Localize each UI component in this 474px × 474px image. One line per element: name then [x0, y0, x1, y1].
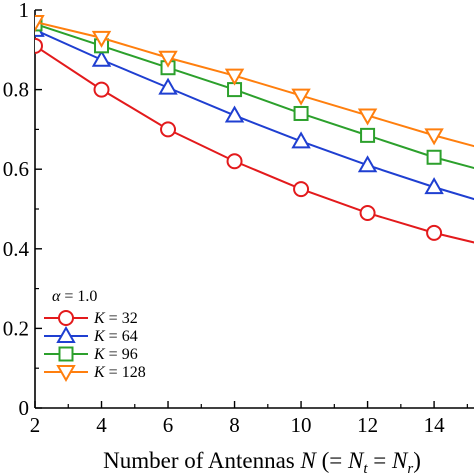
data-point	[93, 81, 110, 98]
data-point	[158, 50, 178, 68]
x-tick-label: 2	[30, 413, 41, 437]
legend: α = 1.0 K = 32K = 64K = 96K = 128	[44, 288, 146, 383]
tick-labels: 2 4 6 8 10 12 14 0 0.2 0.4 0.6 0.8 1	[3, 0, 445, 437]
data-point	[293, 105, 309, 121]
x-tick-label: 10	[291, 413, 312, 437]
legend-item: K = 32	[44, 310, 138, 327]
y-tick-label: 1	[19, 0, 30, 22]
data-point	[224, 68, 245, 86]
data-point	[424, 128, 444, 146]
series-line	[35, 22, 474, 170]
y-tick-label: 0.8	[3, 78, 29, 102]
y-tick-label: 0.2	[3, 316, 29, 340]
legend-marker	[58, 346, 74, 362]
legend-item: K = 96	[44, 346, 138, 363]
series-group	[35, 14, 474, 244]
y-tick-label: 0	[19, 396, 30, 420]
series-1	[35, 37, 474, 244]
data-point	[91, 49, 112, 67]
legend-item: K = 128	[44, 364, 146, 383]
legend-label: K = 128	[93, 364, 146, 381]
x-tick-label: 14	[424, 413, 446, 437]
data-point	[293, 181, 310, 198]
y-tick-label: 0.4	[3, 237, 30, 261]
data-point	[424, 177, 444, 195]
data-point	[357, 108, 378, 126]
y-tick-label: 0.6	[3, 157, 29, 181]
axes	[34, 9, 474, 409]
series-4	[35, 14, 474, 148]
data-point	[35, 14, 45, 32]
legend-label: K = 96	[93, 346, 138, 363]
data-point	[35, 37, 43, 54]
x-tick-label: 6	[163, 413, 174, 437]
legend-label: K = 64	[93, 328, 138, 345]
legend-item: K = 64	[44, 325, 138, 345]
data-point	[426, 224, 443, 241]
legend-marker	[56, 325, 76, 343]
data-point	[160, 121, 177, 138]
legend-marker	[58, 310, 74, 326]
legend-label: K = 32	[93, 310, 138, 327]
x-axis-title: Number of Antennas N (= Nt = Nr)	[103, 448, 421, 474]
x-tick-label: 4	[96, 413, 107, 437]
data-point	[224, 105, 245, 123]
series-3	[35, 16, 474, 170]
data-point	[426, 149, 442, 165]
x-tick-label: 8	[229, 413, 240, 437]
series-line	[35, 28, 474, 201]
series-line	[35, 20, 474, 148]
data-point	[357, 155, 378, 173]
data-point	[360, 127, 376, 143]
data-point	[226, 153, 243, 170]
data-point	[291, 88, 311, 106]
data-point	[158, 77, 178, 95]
series-line	[35, 44, 474, 244]
x-tick-label: 12	[357, 413, 378, 437]
data-point	[91, 30, 112, 48]
legend-marker	[56, 365, 76, 383]
data-point	[359, 204, 376, 221]
legend-header: α = 1.0	[52, 288, 97, 305]
data-point	[291, 131, 311, 149]
